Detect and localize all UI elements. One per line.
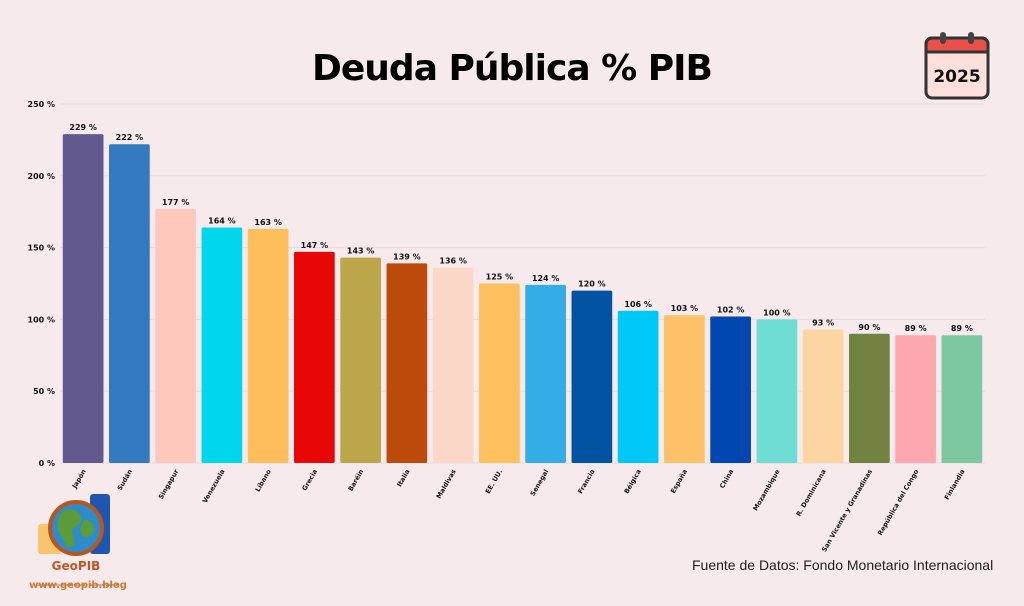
geopib-logo: GeoPIB <box>38 494 110 573</box>
bar <box>155 208 196 463</box>
bar-value-label: 143 % <box>347 247 375 256</box>
bar-value-label: 120 % <box>578 280 606 289</box>
bar <box>756 319 798 463</box>
data-source: Fuente de Datos: Fondo Monetario Interna… <box>692 557 994 573</box>
svg-text:GeoPIB: GeoPIB <box>52 559 101 573</box>
bar-value-label: 136 % <box>439 257 467 266</box>
bar <box>294 251 335 463</box>
bar <box>525 284 566 463</box>
bar-value-label: 177 % <box>162 198 190 207</box>
x-tick-label: San Vicente y Granadinas <box>820 468 874 553</box>
bar-value-label: 103 % <box>671 304 699 313</box>
bar-value-label: 89 % <box>951 324 973 333</box>
bar <box>617 310 659 463</box>
x-tick-label: Grecia <box>300 468 319 492</box>
bar-value-label: 147 % <box>301 241 329 250</box>
bar <box>247 228 289 463</box>
y-tick-label: 0 % <box>39 459 55 468</box>
bar-value-label: 93 % <box>812 318 834 327</box>
logo-url: www.geopib.blog <box>29 580 127 591</box>
calendar-year: 2025 <box>933 67 980 87</box>
calendar-icon: 2025 <box>924 32 990 100</box>
y-tick-label: 150 % <box>28 244 56 253</box>
x-tick-label: Líbano <box>254 468 273 494</box>
x-tick-label: España <box>669 468 689 495</box>
bar-value-label: 163 % <box>254 218 282 227</box>
bar-value-label: 164 % <box>208 216 236 225</box>
bar-value-label: 229 % <box>69 123 97 132</box>
bar <box>62 134 104 463</box>
bar <box>571 290 613 463</box>
bar-value-label: 100 % <box>763 308 791 317</box>
bar <box>109 144 150 463</box>
x-tick-label: Singapur <box>157 467 181 500</box>
bar-value-label: 90 % <box>858 323 880 332</box>
x-tick-label: R. Dominicana <box>795 468 828 518</box>
bar-value-label: 124 % <box>532 274 560 283</box>
bar <box>201 227 243 463</box>
x-tick-label: República del Congo <box>876 468 921 537</box>
x-tick-label: Sudán <box>116 468 135 492</box>
bar <box>802 329 844 463</box>
y-tick-label: 250 % <box>28 100 56 109</box>
x-tick-label: Francia <box>576 468 596 495</box>
y-tick-label: 100 % <box>28 315 56 324</box>
bar <box>432 267 474 463</box>
bar <box>340 257 381 463</box>
bar <box>849 333 890 463</box>
bar <box>941 335 983 463</box>
bar <box>895 335 936 463</box>
bar <box>386 263 428 463</box>
x-tick-label: EE. UU. <box>484 468 504 495</box>
x-tick-label: Maldivas <box>435 468 458 500</box>
x-tick-label: Bélgica <box>623 468 643 495</box>
x-tick-label: Baréin <box>347 468 366 493</box>
bar <box>479 283 520 463</box>
x-tick-label: Japón <box>70 468 88 491</box>
bar-value-label: 222 % <box>116 133 144 142</box>
chart-title: Deuda Pública % PIB <box>312 48 713 89</box>
x-tick-label: Venezuela <box>201 468 227 505</box>
y-tick-label: 200 % <box>28 172 56 181</box>
bar-value-label: 106 % <box>624 300 652 309</box>
logo-tagline: Geopolítica, Economía, Cultura y Recurso… <box>36 583 120 587</box>
x-tick-label: Finlandia <box>943 468 967 501</box>
y-tick-label: 50 % <box>33 387 55 396</box>
bar <box>710 316 751 463</box>
bar <box>664 315 705 463</box>
x-tick-label: China <box>718 468 735 490</box>
bar-value-label: 102 % <box>717 306 745 315</box>
x-tick-label: Senegal <box>529 468 551 497</box>
x-tick-label: Italia <box>395 468 411 488</box>
bar-value-label: 139 % <box>393 252 421 261</box>
bar-value-label: 89 % <box>905 324 927 333</box>
x-tick-label: Mozambique <box>751 467 781 512</box>
bar-value-label: 125 % <box>486 273 514 282</box>
